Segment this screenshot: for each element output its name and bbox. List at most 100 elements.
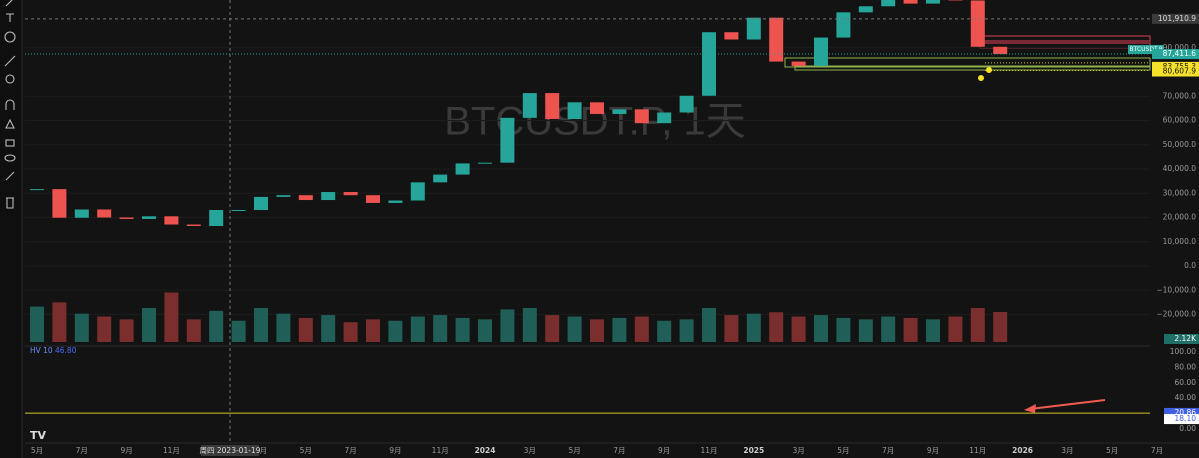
time-label: 7月: [76, 446, 88, 455]
candle: [724, 32, 739, 40]
hv-level-label: 18.10: [1175, 414, 1197, 423]
icon-trash[interactable]: [6, 197, 14, 209]
annotation-arrowhead: [1024, 404, 1036, 413]
price-tick-label: 70,000.0: [1163, 91, 1197, 100]
zone-box: [794, 65, 1151, 71]
hv-tick-label: 0.00: [1179, 424, 1196, 433]
candle: [746, 17, 761, 40]
candle: [500, 117, 515, 163]
volume-last-label: 2.12K: [1174, 334, 1197, 343]
volume-bar: [791, 316, 806, 342]
candle: [679, 95, 694, 113]
volume-bar: [119, 319, 134, 342]
volume-bar: [858, 319, 873, 342]
zone-box: [784, 57, 1151, 68]
volume-bar: [74, 313, 89, 342]
time-label: 5月: [300, 446, 312, 455]
candle: [993, 46, 1008, 55]
volume-bar: [500, 309, 515, 342]
time-label: 3月: [255, 446, 267, 455]
volume-bar: [164, 292, 179, 342]
volume-bar: [769, 312, 784, 342]
hv-last-bg: [1164, 407, 1199, 418]
time-label: 11月: [700, 446, 717, 455]
time-label: 11月: [969, 446, 986, 455]
hv-last-label: 20.86: [1175, 408, 1197, 417]
icon-emoji[interactable]: [4, 31, 16, 43]
candle: [298, 195, 313, 201]
icon-ruler[interactable]: [4, 55, 16, 67]
candle: [590, 102, 604, 114]
candle: [119, 217, 134, 219]
hv-level-bg: [1164, 414, 1199, 425]
candle: [30, 189, 44, 191]
icon-link[interactable]: [5, 171, 15, 181]
icon-magnet[interactable]: [5, 99, 15, 110]
candle: [343, 192, 358, 196]
price-tick-label: 60,000.0: [1163, 116, 1197, 125]
candle: [858, 6, 873, 13]
candle: [321, 192, 336, 201]
time-label: 5月: [568, 446, 580, 455]
candle: [702, 32, 716, 96]
time-label: 11月: [432, 446, 449, 455]
time-label: 3月: [1061, 446, 1073, 455]
icon-lock[interactable]: [5, 139, 15, 147]
time-label: 2026: [1012, 446, 1033, 455]
candle: [433, 174, 448, 183]
icon-eye[interactable]: [4, 154, 16, 162]
candle: [231, 209, 246, 211]
candle: [276, 195, 291, 197]
volume-last-bg: [1164, 334, 1199, 344]
time-label: 7月: [1151, 446, 1163, 455]
candle: [74, 209, 89, 218]
time-label: 3月: [792, 446, 804, 455]
candle: [478, 162, 492, 164]
volume-bar: [321, 315, 336, 342]
volume-bar: [612, 317, 627, 342]
icon-line[interactable]: [5, 0, 14, 7]
volume-bar: [410, 316, 425, 342]
time-label: 11月: [163, 446, 180, 455]
volume-bar: [702, 308, 716, 342]
time-label: 2025: [743, 446, 764, 455]
candle: [814, 37, 828, 66]
toolbar-icons[interactable]: [4, 0, 16, 209]
volume-bar: [209, 310, 224, 342]
price-tick-label: −10,000.0: [1156, 285, 1196, 294]
candle: [791, 61, 806, 66]
hv-tick-label: 60.00: [1175, 378, 1197, 387]
volume-bar: [948, 316, 963, 342]
hv-legend-name: HV 10: [30, 346, 53, 355]
volume-bar: [231, 320, 246, 342]
candle: [388, 200, 403, 203]
price-tick-label: 90,000.0: [1163, 43, 1197, 52]
symbol-tag: BTCUSDT.P: [1130, 46, 1163, 53]
icon-text[interactable]: [6, 13, 14, 22]
time-label: 7月: [613, 446, 625, 455]
time-label: 5月: [31, 446, 43, 455]
last-price-bg: [1152, 49, 1199, 60]
time-crosshair-label: 周四 2023-01-19: [200, 446, 261, 455]
toolbar: [0, 0, 22, 458]
volume-bar: [343, 322, 358, 342]
candle: [881, 0, 896, 7]
candle: [164, 216, 179, 225]
crosshair-label-bg: [1152, 13, 1199, 24]
icon-zoom[interactable]: [5, 74, 15, 84]
volume-bar: [142, 308, 156, 342]
icon-lock-draw[interactable]: [5, 118, 15, 129]
candle: [97, 209, 112, 218]
candle: [545, 93, 560, 120]
time-label: 5月: [1106, 446, 1118, 455]
price-tick-label: 50,000.0: [1163, 140, 1197, 149]
volume-bar: [522, 308, 537, 342]
volume-bar: [926, 319, 940, 342]
candle: [657, 112, 672, 124]
candle: [522, 93, 537, 118]
volume-bar: [836, 317, 851, 342]
hv-legend-value: 46.80: [55, 346, 77, 355]
crosshair-label: 101,910.9: [1158, 14, 1196, 23]
volume-bar: [590, 319, 604, 342]
candle: [836, 12, 851, 38]
